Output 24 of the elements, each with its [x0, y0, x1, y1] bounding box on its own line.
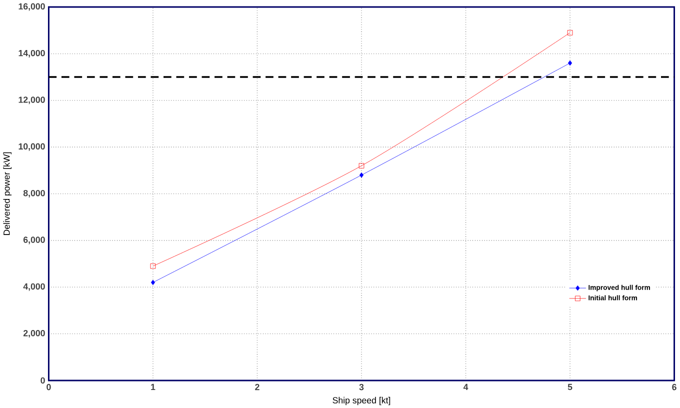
point — [359, 172, 364, 178]
y-tick-label: 10,000 — [18, 143, 45, 151]
y-tick-label: 0 — [40, 377, 45, 384]
point — [150, 263, 156, 269]
x-tick-label: 6 — [672, 384, 676, 390]
x-tick-label: 3 — [359, 384, 364, 390]
y-tick-label: 12,000 — [18, 96, 45, 104]
y-tick-label: 8,000 — [23, 190, 45, 198]
y-tick-label: 6,000 — [23, 236, 45, 244]
x-tick-label: 4 — [463, 384, 468, 390]
x-tick-label: 5 — [568, 384, 572, 390]
y-tick-label: 14,000 — [18, 50, 45, 58]
point — [567, 30, 573, 36]
y-tick-label: 4,000 — [23, 283, 45, 291]
x-tick-label: 0 — [46, 384, 51, 390]
x-tick-label: 2 — [255, 384, 260, 390]
point — [150, 280, 156, 285]
y-axis-title: Delivered power [kW] — [3, 152, 12, 235]
point — [568, 60, 572, 66]
x-tick-label: 1 — [151, 384, 156, 390]
y-tick-label: 16,000 — [18, 3, 45, 11]
x-axis-title: Ship speed [kt] — [332, 396, 390, 405]
point — [358, 162, 364, 168]
y-tick-label: 2,000 — [23, 330, 45, 338]
